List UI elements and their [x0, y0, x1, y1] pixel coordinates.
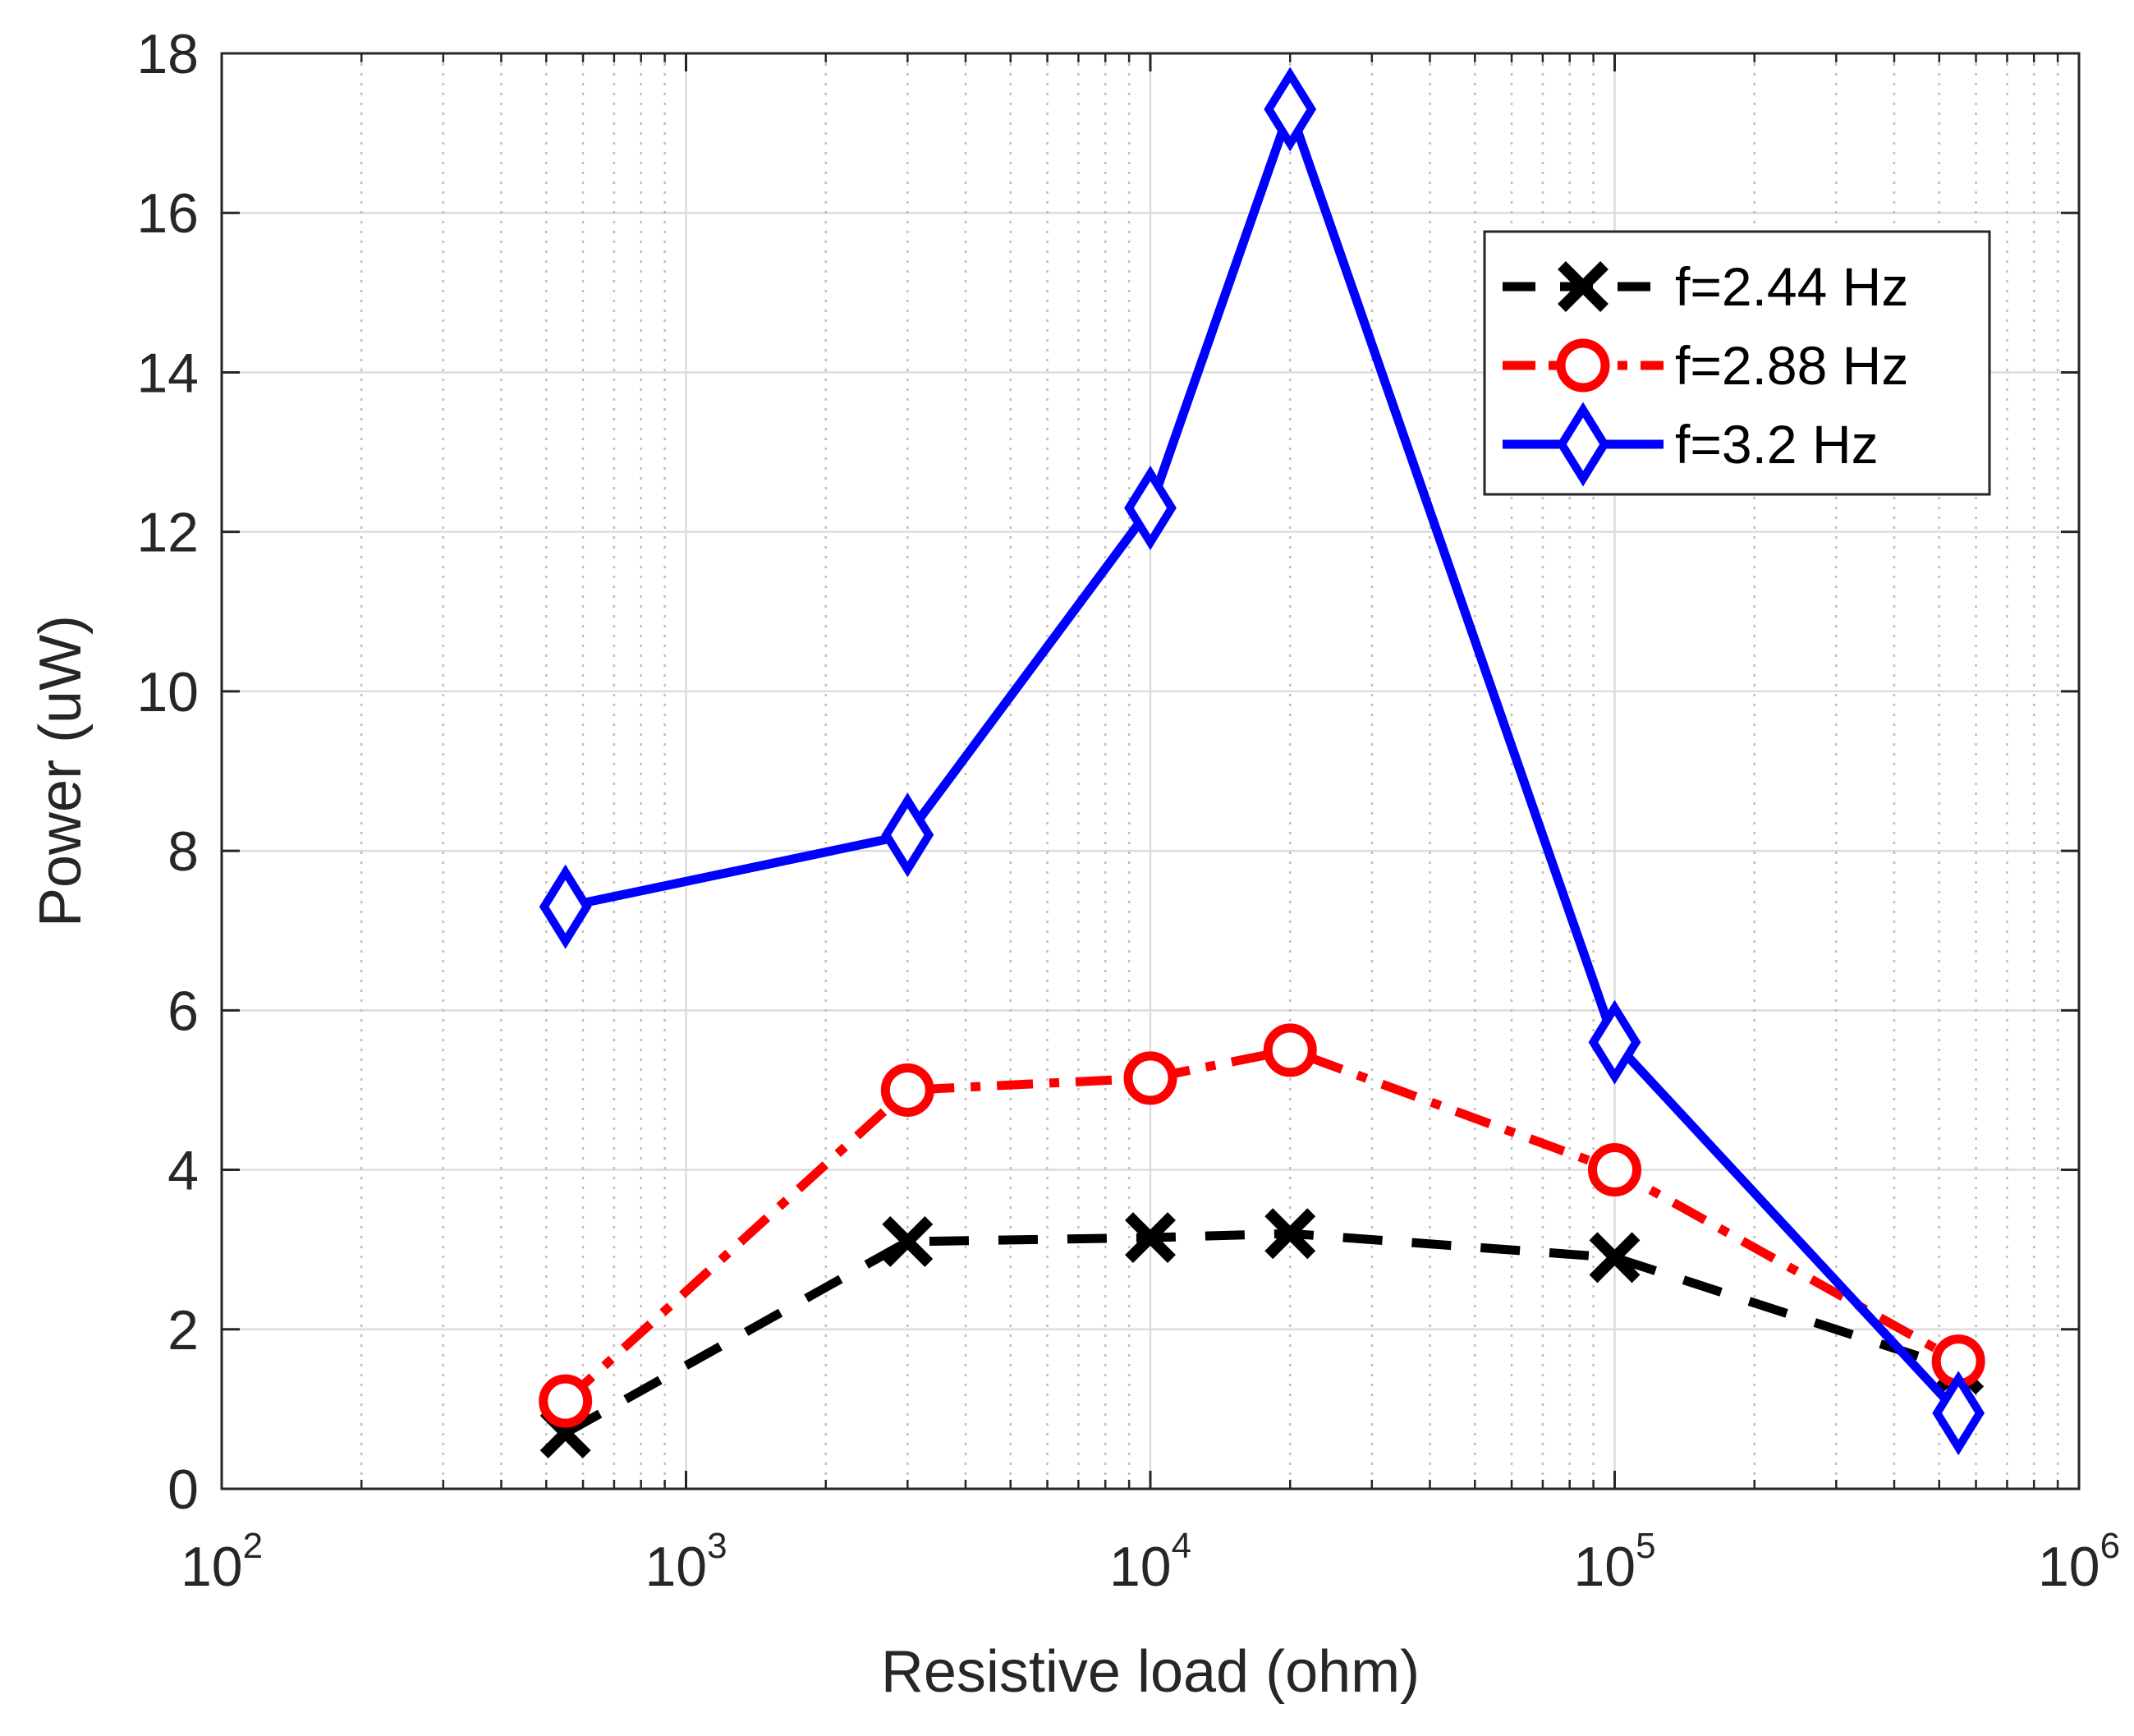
data-point	[881, 792, 934, 878]
data-point	[1125, 1212, 1176, 1264]
y-tick-label: 0	[168, 1458, 199, 1521]
x-tick-label: 103	[645, 1526, 727, 1598]
data-point	[539, 1374, 593, 1428]
y-tick-label: 2	[168, 1299, 199, 1362]
series-line	[564, 104, 1962, 1417]
tick-labels: 0 2 4 6 8 10 12 14 16 18 102 103 104 105 106	[136, 23, 2120, 1598]
x-tick-label: 105	[1573, 1526, 1655, 1598]
x-tick-label: 104	[1109, 1526, 1191, 1598]
data-point	[1264, 67, 1317, 152]
legend: f=2.44 Hz f=2.88 Hz f=3.2 Hz	[1483, 230, 1991, 496]
data-point	[1264, 1208, 1316, 1260]
y-axis-title: Power (uW)	[28, 615, 94, 927]
y-tick-label: 10	[136, 661, 199, 723]
series-layer	[539, 67, 1985, 1458]
data-point	[1588, 1143, 1641, 1197]
legend-marker	[1557, 402, 1609, 487]
data-point	[1123, 1051, 1177, 1105]
data-point	[1124, 466, 1177, 551]
legend-marker	[1556, 338, 1610, 393]
x-axis-title: Resistive load (ohm)	[881, 1639, 1420, 1705]
y-tick-label: 4	[168, 1140, 199, 1202]
data-point	[1263, 1023, 1317, 1077]
series-2	[539, 67, 1985, 1456]
x-tick-label: 102	[181, 1526, 263, 1598]
legend-label: f=2.88 Hz	[1675, 335, 1908, 396]
ticks	[220, 52, 2081, 1490]
data-point	[1588, 999, 1641, 1085]
data-point	[539, 864, 592, 949]
series-1	[539, 1023, 1985, 1428]
data-point	[1589, 1232, 1641, 1284]
data-point	[880, 1063, 934, 1117]
y-tick-label: 16	[136, 182, 199, 245]
legend-marker	[1558, 261, 1609, 312]
y-tick-label: 8	[168, 820, 199, 883]
data-point	[1932, 1371, 1985, 1456]
y-tick-label: 14	[136, 342, 199, 404]
y-tick-label: 12	[136, 502, 199, 564]
y-tick-label: 18	[136, 23, 199, 85]
data-point	[882, 1216, 934, 1267]
legend-label: f=2.44 Hz	[1675, 256, 1908, 317]
series-line	[563, 1229, 1960, 1437]
y-tick-label: 6	[168, 980, 199, 1042]
x-tick-label: 106	[2038, 1526, 2120, 1598]
legend-label: f=3.2 Hz	[1675, 414, 1879, 475]
